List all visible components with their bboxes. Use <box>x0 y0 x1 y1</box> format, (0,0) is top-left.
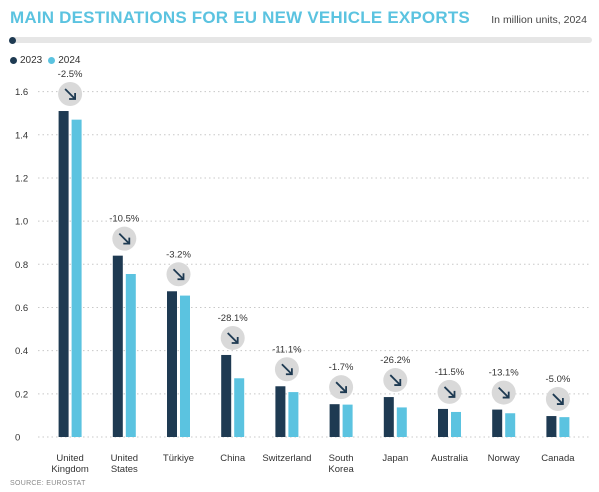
change-label: -28.1% <box>218 313 249 324</box>
bar-2023 <box>167 291 177 437</box>
x-category-label: United Kingdom <box>51 453 89 475</box>
y-tick-label: 0.8 <box>15 260 28 271</box>
y-tick-label: 1.4 <box>15 130 28 141</box>
y-tick-label: 0.6 <box>15 303 28 314</box>
bar-2023 <box>112 255 123 437</box>
legend-swatch-2024 <box>48 57 56 64</box>
bar-2023 <box>221 354 232 437</box>
change-label: -11.1% <box>272 344 302 355</box>
bar-2024 <box>451 411 461 437</box>
x-category-label: Australia <box>431 453 469 464</box>
change-label: -10.5% <box>109 214 140 225</box>
arrow-down-right-icon <box>281 363 293 376</box>
change-label: -1.7% <box>329 362 354 373</box>
x-category-label: United States <box>111 453 138 475</box>
bar-2024 <box>396 407 407 437</box>
legend-label-2023: 2023 <box>20 55 43 66</box>
bar-2024 <box>505 413 516 437</box>
title-divider-bar <box>12 37 592 43</box>
y-tick-label: 0.4 <box>15 346 28 357</box>
bar-2023 <box>58 111 69 438</box>
bar-2024 <box>125 274 136 437</box>
arrow-down-right-icon <box>227 332 239 344</box>
y-tick-label: 0 <box>15 433 20 444</box>
x-category-label: Switzerland <box>262 453 311 464</box>
chart-subtitle: In million units, 2024 <box>491 14 587 26</box>
x-category-label: Türkiye <box>163 453 194 464</box>
y-tick-label: 1.2 <box>15 173 28 184</box>
legend-item-2023: 2023 <box>10 55 42 66</box>
change-label: -2.5% <box>58 69 83 80</box>
bar-2024 <box>180 295 190 437</box>
bar-2023 <box>383 397 394 437</box>
y-tick-label: 1.0 <box>15 217 28 228</box>
bar-2024 <box>288 392 299 437</box>
change-label: -5.0% <box>545 374 570 385</box>
x-category-label: Japan <box>382 453 408 464</box>
change-label: -3.2% <box>166 249 191 260</box>
bar-2024 <box>234 378 245 437</box>
legend-label-2024: 2024 <box>58 55 81 66</box>
x-category-label: Canada <box>541 453 575 464</box>
chart-title: MAIN DESTINATIONS FOR EU NEW VEHICLE EXP… <box>10 8 470 27</box>
y-tick-label: 1.6 <box>15 87 28 98</box>
bar-2023 <box>438 408 448 437</box>
bar-2024 <box>342 404 353 437</box>
bar-2023 <box>546 416 557 437</box>
legend-item-2024: 2024 <box>48 55 81 66</box>
arrow-down-right-icon <box>498 386 510 399</box>
arrow-down-right-icon <box>118 233 131 245</box>
y-tick-label: 0.2 <box>15 389 28 400</box>
title-divider-dot <box>9 37 16 44</box>
arrow-down-right-icon <box>389 374 402 386</box>
arrow-down-right-icon <box>552 393 564 405</box>
bar-2023 <box>329 404 340 437</box>
x-category-label: South Korea <box>328 453 354 475</box>
change-label: -26.2% <box>380 355 411 366</box>
arrow-down-right-icon <box>64 88 76 100</box>
x-category-label: Norway <box>488 453 520 464</box>
legend: 2023 2024 <box>10 55 81 66</box>
legend-swatch-2023 <box>10 57 17 64</box>
bar-2024 <box>71 119 82 437</box>
source-note: SOURCE: EUROSTAT <box>10 480 86 487</box>
bar-2023 <box>492 409 503 437</box>
bar-2024 <box>559 417 570 437</box>
arrow-down-right-icon <box>172 268 185 281</box>
change-label: -13.1% <box>489 368 520 379</box>
change-label: -11.5% <box>435 367 465 378</box>
arrow-down-right-icon <box>335 381 348 394</box>
x-category-label: China <box>220 453 246 464</box>
bar-2023 <box>275 386 286 437</box>
arrow-down-right-icon <box>443 386 456 398</box>
